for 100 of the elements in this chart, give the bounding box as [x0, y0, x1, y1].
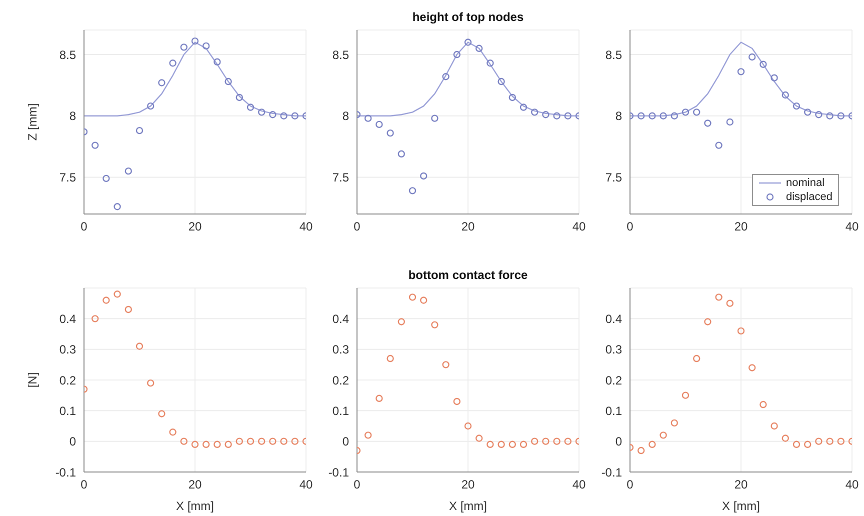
point — [386, 129, 394, 137]
point — [704, 120, 712, 127]
point — [508, 440, 516, 448]
point — [202, 42, 210, 50]
point — [102, 296, 110, 304]
x-tick-label: 40 — [572, 478, 586, 492]
point — [420, 172, 428, 180]
point — [726, 300, 734, 307]
point — [815, 111, 822, 118]
y-tick-label: 8 — [342, 109, 350, 124]
point — [180, 44, 188, 51]
point — [136, 342, 144, 350]
point — [648, 440, 656, 448]
point — [364, 114, 372, 122]
y-tick-label: 0.4 — [605, 312, 622, 326]
point — [291, 112, 298, 120]
point — [542, 438, 550, 445]
point — [770, 74, 778, 82]
point — [386, 354, 394, 362]
x-tick-label: 0 — [354, 220, 361, 234]
point — [782, 434, 789, 442]
point — [191, 440, 199, 448]
y-tick-label: 8 — [69, 109, 76, 124]
y-tick-label: 0.1 — [332, 404, 350, 418]
y-tick-label: 8.5 — [605, 48, 622, 62]
point — [520, 104, 528, 111]
x-tick-label: 0 — [354, 478, 361, 492]
x-tick-label: 40 — [299, 220, 313, 234]
point — [531, 108, 538, 116]
y-tick-label: 8.5 — [332, 48, 350, 62]
point — [464, 38, 472, 46]
point — [258, 108, 266, 116]
point — [180, 438, 188, 445]
x-tick-label: 20 — [461, 478, 475, 492]
point — [236, 438, 243, 445]
point — [508, 94, 516, 102]
point — [804, 440, 812, 448]
y-tick-label: 0.4 — [332, 312, 350, 326]
x-tick-label: 0 — [626, 478, 634, 492]
x-tick-label: 20 — [188, 478, 202, 492]
point — [660, 432, 667, 439]
point — [553, 112, 560, 120]
y-tick-label: 0.1 — [605, 404, 622, 418]
chart-title: bottom contact force — [407, 268, 529, 282]
x-tick-label: 0 — [626, 220, 634, 234]
point — [453, 398, 460, 406]
point — [704, 318, 712, 326]
point — [531, 438, 538, 445]
point — [398, 150, 405, 158]
x-axis-title: X [mm] — [449, 499, 487, 513]
point — [158, 79, 166, 86]
point — [398, 318, 405, 326]
point — [202, 440, 210, 448]
x-tick-label: 40 — [572, 220, 586, 234]
point — [638, 446, 645, 454]
x-axis-title: X [mm] — [722, 499, 760, 513]
point — [291, 438, 298, 445]
point — [408, 187, 416, 194]
point — [564, 438, 572, 445]
point — [486, 60, 494, 67]
point — [648, 112, 656, 120]
point — [280, 112, 288, 120]
y-tick-label: 7.5 — [605, 170, 622, 184]
point — [693, 108, 700, 116]
point — [442, 361, 450, 368]
x-tick-label: 40 — [845, 478, 859, 492]
legend-label: nominal — [786, 176, 825, 190]
point — [498, 440, 505, 448]
point — [124, 167, 132, 175]
point — [280, 438, 288, 445]
y-tick-label: 0.3 — [332, 342, 350, 357]
point — [826, 112, 834, 120]
point — [102, 174, 110, 182]
y-tick-label: -0.1 — [55, 465, 76, 480]
x-tick-label: 20 — [734, 478, 748, 492]
y-tick-label: -0.1 — [601, 465, 622, 480]
point — [520, 440, 528, 448]
point — [214, 440, 221, 448]
point — [269, 438, 276, 445]
point — [715, 294, 722, 301]
point — [246, 104, 254, 111]
chart-title: height of top nodes — [411, 10, 525, 24]
point — [431, 321, 438, 328]
point — [92, 142, 99, 149]
point — [782, 91, 789, 99]
point — [124, 306, 132, 314]
x-tick-label: 20 — [734, 220, 748, 234]
point — [364, 432, 372, 439]
point — [693, 354, 700, 362]
point — [553, 438, 560, 445]
point — [804, 108, 812, 116]
point — [638, 112, 645, 120]
y-tick-label: 0 — [69, 434, 76, 449]
y-tick-label: 0 — [615, 434, 622, 449]
x-tick-label: 40 — [299, 478, 313, 492]
point — [114, 203, 121, 210]
y-tick-label: 0.2 — [605, 373, 622, 388]
point — [815, 438, 822, 445]
point — [726, 118, 734, 126]
point — [236, 94, 243, 102]
